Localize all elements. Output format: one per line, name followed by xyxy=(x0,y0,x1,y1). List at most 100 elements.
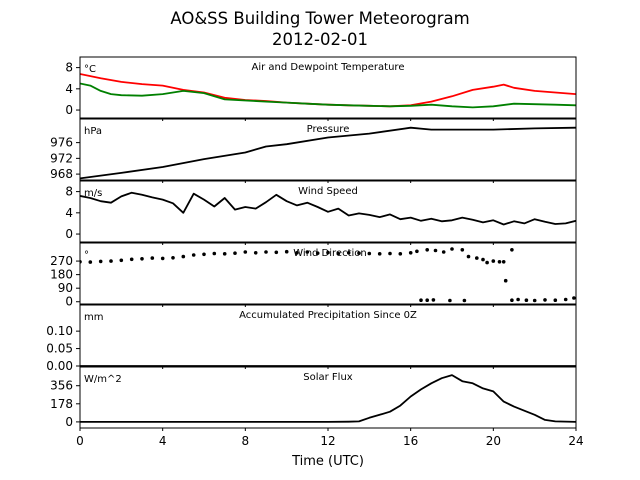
data-point xyxy=(398,252,403,256)
data-point xyxy=(129,257,134,262)
data-point xyxy=(377,252,382,256)
data-point xyxy=(462,298,467,303)
y-tick-label: 8 xyxy=(65,61,73,75)
data-point xyxy=(419,298,423,303)
data-point xyxy=(532,298,537,303)
panel-title: Pressure xyxy=(307,124,350,135)
x-tick-label: 24 xyxy=(568,434,583,448)
x-tick-label: 12 xyxy=(320,434,335,448)
y-tick-label: 0 xyxy=(65,227,73,241)
data-point xyxy=(450,247,454,251)
data-point xyxy=(485,260,489,265)
y-tick-label: 178 xyxy=(50,397,73,411)
y-tick-label: 270 xyxy=(50,254,73,268)
data-point xyxy=(212,251,217,256)
y-tick-label: 0 xyxy=(65,295,73,309)
data-point xyxy=(171,255,175,260)
panel-unit: ° xyxy=(84,250,89,261)
y-tick-label: 0.10 xyxy=(46,324,73,338)
panel-title: Wind Direction xyxy=(293,248,367,259)
y-tick-label: 356 xyxy=(50,379,73,393)
figure-title: AO&SS Building Tower Meteorogram xyxy=(170,9,469,28)
data-point xyxy=(181,254,186,259)
y-tick-label: 90 xyxy=(58,281,73,295)
panel-2: 0 4 8 Wind Speed m/s xyxy=(65,180,577,245)
data-point xyxy=(563,297,568,302)
data-point xyxy=(98,259,103,264)
panel-5: 0 178 356 Solar Flux W/m^2 xyxy=(50,366,577,431)
x-tick-label: 4 xyxy=(159,434,167,448)
y-tick-label: 0.05 xyxy=(46,342,73,356)
data-point xyxy=(543,298,547,302)
data-point xyxy=(264,250,268,254)
panel-title: Accumulated Precipitation Since 0Z xyxy=(239,310,417,321)
data-point xyxy=(119,258,124,263)
data-point xyxy=(553,298,558,303)
y-tick-label: 180 xyxy=(50,268,73,282)
x-tick-label: 0 xyxy=(76,434,84,448)
panel-unit: W/m^2 xyxy=(84,374,122,385)
data-point xyxy=(243,250,248,254)
data-point xyxy=(346,251,351,255)
series-line xyxy=(80,191,576,226)
panel-0: 0 4 8 Air and Dewpoint Temperature °C xyxy=(65,56,577,121)
panel-unit: m/s xyxy=(84,188,102,199)
data-point xyxy=(497,260,502,264)
data-point xyxy=(408,251,413,255)
panel-unit: hPa xyxy=(84,126,102,137)
data-point xyxy=(233,251,237,255)
data-point xyxy=(109,259,113,263)
y-tick-label: 0 xyxy=(65,415,73,429)
data-point xyxy=(284,249,289,254)
data-point xyxy=(140,257,144,261)
data-point xyxy=(388,251,392,256)
x-tick-label: 16 xyxy=(403,434,418,448)
data-point xyxy=(415,249,419,254)
data-point xyxy=(357,251,361,255)
x-axis: 0 4 8 12 16 20 24 xyxy=(76,434,583,448)
panel-title: Solar Flux xyxy=(303,372,353,383)
data-point xyxy=(491,259,496,263)
x-axis-label: Time (UTC) xyxy=(291,454,364,469)
data-point xyxy=(202,252,206,257)
y-tick-label: 4 xyxy=(65,82,73,96)
data-point xyxy=(510,298,514,303)
data-point xyxy=(503,278,508,283)
panel-unit: mm xyxy=(84,312,103,323)
data-point xyxy=(448,298,452,303)
data-point xyxy=(425,248,430,252)
series-line xyxy=(80,82,576,109)
data-point xyxy=(481,257,485,262)
series-line xyxy=(80,126,576,180)
y-tick-label: 968 xyxy=(50,167,73,181)
data-point xyxy=(222,252,227,256)
panel-4: 0.00 0.05 0.10 Accumulated Precipitation Si… xyxy=(46,304,577,373)
data-point xyxy=(326,250,330,255)
data-point xyxy=(160,256,165,261)
x-tick-label: 8 xyxy=(242,434,250,448)
data-point xyxy=(572,296,576,300)
data-point xyxy=(305,250,310,254)
data-point xyxy=(460,248,465,252)
y-tick-label: 4 xyxy=(65,206,73,220)
panels: 048 Air and Dewpoint Temperature°C9689729… xyxy=(46,56,577,431)
data-point xyxy=(433,248,438,253)
panel-unit: °C xyxy=(84,64,96,75)
y-tick-label: 0.00 xyxy=(46,359,73,373)
data-point xyxy=(501,260,506,264)
series-line xyxy=(80,73,576,108)
data-point xyxy=(475,256,479,260)
data-point xyxy=(295,251,299,255)
panel-title: Wind Speed xyxy=(298,186,358,197)
data-point xyxy=(88,260,93,264)
data-point xyxy=(191,253,196,257)
data-point xyxy=(315,251,320,255)
data-point xyxy=(274,250,279,255)
data-point xyxy=(516,297,520,302)
y-tick-label: 976 xyxy=(50,136,73,150)
data-point xyxy=(336,251,341,256)
data-point xyxy=(150,256,155,260)
data-point xyxy=(367,251,372,256)
